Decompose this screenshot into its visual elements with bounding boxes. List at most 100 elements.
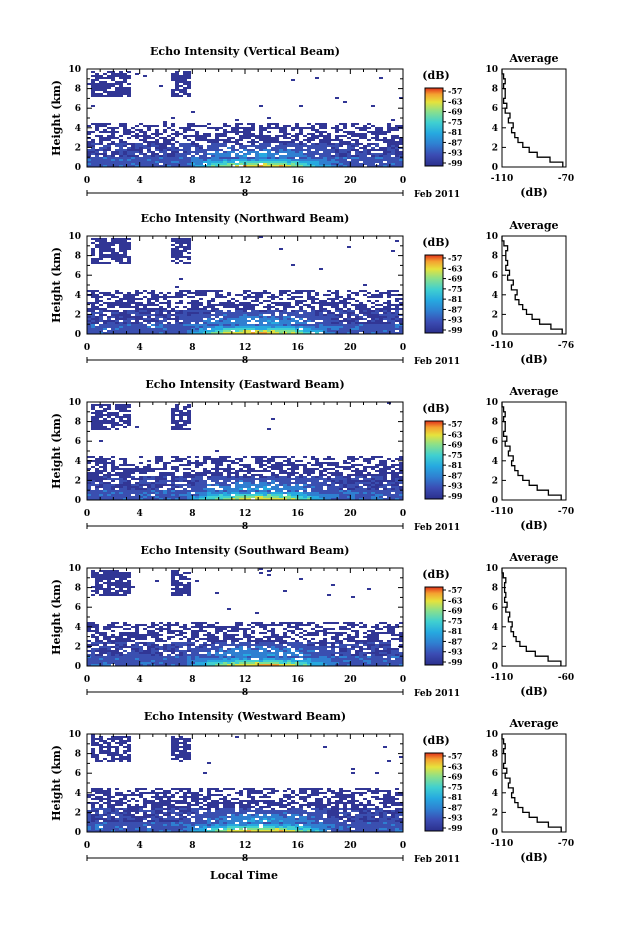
heatmap-cell xyxy=(139,468,143,470)
heatmap-cell xyxy=(127,238,131,240)
heatmap-cell xyxy=(183,312,187,314)
heatmap-cell xyxy=(111,294,115,296)
heatmap-cell xyxy=(347,498,351,500)
heatmap-cell xyxy=(191,159,195,161)
heatmap-cell xyxy=(127,330,131,332)
y-tick-label: 10 xyxy=(68,65,81,75)
heatmap-cell xyxy=(171,256,175,258)
heatmap-cell xyxy=(95,326,99,328)
heatmap-cell xyxy=(163,468,167,470)
heatmap-cell xyxy=(119,314,123,316)
heatmap-cell xyxy=(295,486,299,488)
heatmap-cell xyxy=(275,161,279,163)
heatmap-cell xyxy=(311,498,315,500)
heatmap-cell xyxy=(171,308,175,310)
heatmap-cell xyxy=(367,145,371,147)
heatmap-cell xyxy=(179,163,183,165)
heatmap-cell xyxy=(183,145,187,147)
heatmap-cell xyxy=(255,498,259,500)
heatmap-cell xyxy=(375,492,379,494)
heatmap-cell xyxy=(275,316,279,318)
heatmap-cell xyxy=(363,157,367,159)
heatmap-cell xyxy=(107,147,111,149)
heatmap-cell xyxy=(371,474,375,476)
heatmap-cell xyxy=(203,486,207,488)
heatmap-cell xyxy=(107,135,111,137)
heatmap-cell xyxy=(131,650,135,652)
heatmap-cell xyxy=(195,143,199,145)
heatmap-cell xyxy=(271,165,275,167)
heatmap-cell xyxy=(315,149,319,151)
heatmap-cell xyxy=(135,332,139,334)
heatmap-cell xyxy=(363,129,367,131)
y-tick-label: 10 xyxy=(68,398,81,408)
heatmap-cell xyxy=(175,318,179,320)
heatmap-cell xyxy=(315,464,319,466)
heatmap-cell xyxy=(387,145,391,147)
heatmap-cell xyxy=(219,320,223,322)
heatmap-cell xyxy=(95,656,99,658)
heatmap-cell xyxy=(239,151,243,153)
heatmap-cell xyxy=(163,157,167,159)
heatmap-cell xyxy=(355,468,359,470)
heatmap-cell xyxy=(159,328,163,330)
heatmap-cell xyxy=(135,165,139,167)
heatmap-cell xyxy=(359,322,363,324)
heatmap-cell xyxy=(299,159,303,161)
heatmap-cell xyxy=(115,576,119,578)
heatmap-cell xyxy=(191,165,195,167)
heatmap-cell xyxy=(115,320,119,322)
heatmap-cell xyxy=(255,492,259,494)
heatmap-cell xyxy=(127,634,131,636)
heatmap-cell xyxy=(399,322,403,324)
heatmap-cell xyxy=(175,404,179,406)
heatmap-cell xyxy=(159,494,163,496)
heatmap-cell xyxy=(227,492,231,494)
heatmap-cell xyxy=(95,578,99,580)
heatmap-cell xyxy=(111,310,115,312)
heatmap-cell xyxy=(99,300,103,302)
heatmap-cell xyxy=(211,143,215,145)
heatmap-cell xyxy=(179,95,183,97)
heatmap-cell xyxy=(387,157,391,159)
x-tick-label: 12 xyxy=(239,509,252,519)
heatmap-cell xyxy=(151,155,155,157)
heatmap-cell xyxy=(331,300,335,302)
heatmap-cell xyxy=(123,306,127,308)
heatmap-cell xyxy=(111,626,115,628)
heatmap-cell xyxy=(119,89,123,91)
heatmap-cell xyxy=(159,478,163,480)
heatmap-cell xyxy=(343,480,347,482)
heatmap-cell xyxy=(123,143,127,145)
heatmap-cell xyxy=(375,470,379,472)
heatmap-cell xyxy=(359,476,363,478)
heatmap-cell xyxy=(311,496,315,498)
heatmap-cell xyxy=(91,87,95,89)
heatmap-cell xyxy=(311,153,315,155)
heatmap-cell xyxy=(139,145,143,147)
heatmap-cell xyxy=(235,165,239,167)
heatmap-cell xyxy=(311,456,315,458)
heatmap-cell xyxy=(287,480,291,482)
heatmap-cell xyxy=(235,316,239,318)
heatmap-cell xyxy=(375,139,379,141)
heatmap-cell xyxy=(115,127,119,129)
heatmap-cell xyxy=(167,296,171,298)
heatmap-cell xyxy=(131,326,135,328)
heatmap-cell xyxy=(307,145,311,147)
heatmap-cell xyxy=(199,147,203,149)
heatmap-cell xyxy=(107,75,111,77)
heatmap-cell xyxy=(179,127,183,129)
heatmap-cell xyxy=(187,252,191,254)
heatmap-cell xyxy=(383,165,387,167)
heatmap-cell xyxy=(327,496,331,498)
heatmap-cell xyxy=(123,302,127,304)
heatmap-cell xyxy=(111,328,115,330)
heatmap-cell xyxy=(183,135,187,137)
heatmap-cell xyxy=(123,248,127,250)
heatmap-cell xyxy=(387,300,391,302)
heatmap-cell xyxy=(279,312,283,314)
date-marker: 8 xyxy=(242,522,248,532)
heatmap-cell xyxy=(171,426,175,428)
heatmap-cell xyxy=(119,302,123,304)
